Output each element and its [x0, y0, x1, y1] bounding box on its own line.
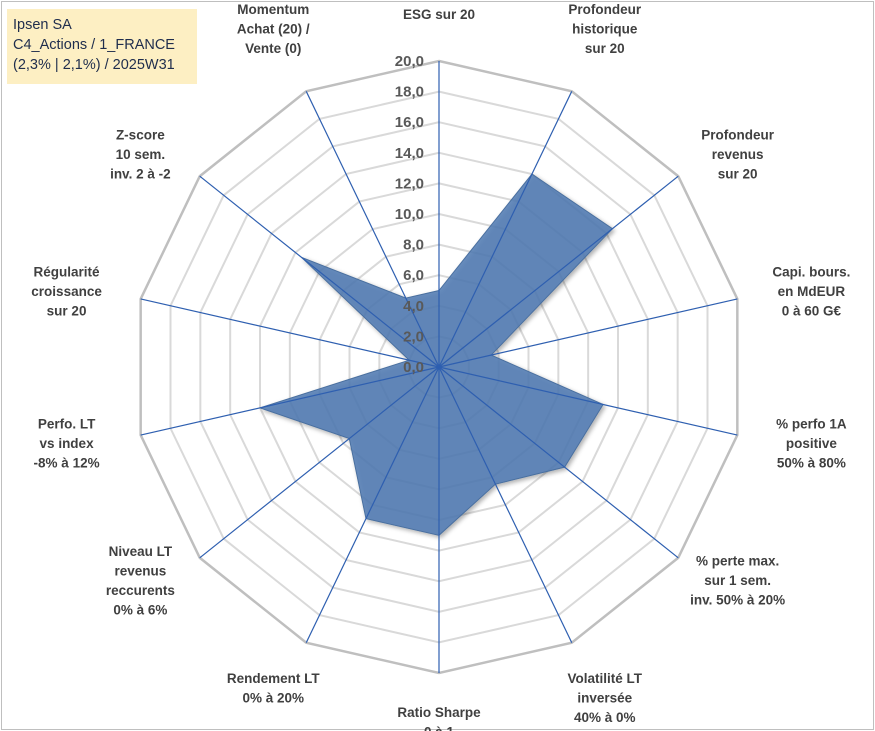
tick-label: 16,0 — [395, 114, 424, 131]
category-label: Capi. bours. en MdEUR 0 à 60 G€ — [772, 264, 850, 318]
category-label: NoteESG sur 20 — [403, 0, 475, 22]
category-label: Niveau LT revenus reccurents 0% à 6% — [106, 544, 175, 618]
tick-label: 14,0 — [395, 145, 424, 162]
spoke-line — [438, 175, 679, 368]
spoke-line — [140, 366, 440, 436]
data-area-layer — [258, 173, 614, 536]
category-label: Perfo. LT vs index -8% à 12% — [34, 417, 100, 471]
period-info: (2,3% | 2,1%) / 2025W31 — [13, 57, 175, 73]
category-label: Volatilité LT inversée 40% à 0% — [567, 671, 642, 725]
tick-label: 4,0 — [403, 298, 424, 315]
spoke-line — [305, 366, 440, 643]
radial-tick-labels: 0,0 2,0 4,0 6,0 8,0 10,0 12,0 14,0 16,0 18,0 20,0 — [395, 53, 424, 376]
spoke-line — [438, 366, 573, 643]
spoke-line — [438, 366, 738, 436]
tick-label: 8,0 — [403, 237, 424, 254]
tick-label: 0,0 — [403, 359, 424, 376]
category-label: Z-score 10 sem. inv. 2 à -2 — [110, 127, 171, 181]
radar-spokes — [140, 61, 738, 673]
tick-label: 10,0 — [395, 206, 424, 223]
data-area — [258, 173, 614, 536]
category-label: Momentum Achat (20) / Vente (0) — [237, 2, 310, 56]
tick-label: 6,0 — [403, 267, 424, 284]
spoke-line — [438, 91, 573, 368]
category-label: Rendement LT 0% à 20% — [227, 671, 321, 706]
chart-title-box: Ipsen SA C4_Actions / 1_FRANCE (2,3% | 2… — [7, 9, 197, 84]
category-label: Profondeur revenus sur 20 — [701, 127, 774, 181]
category-label: % perte max. sur 1 sem. inv. 50% à 20% — [690, 554, 785, 608]
tick-label: 18,0 — [395, 84, 424, 101]
spoke-line — [438, 366, 679, 559]
category-label: Ratio Sharpe0 à 1 — [397, 705, 481, 731]
company-name: Ipsen SA — [13, 17, 72, 33]
category-label: Régularité croissance sur 20 — [31, 264, 102, 318]
spoke-line — [305, 91, 440, 368]
spoke-line — [438, 298, 738, 368]
category-label: Profondeur historique sur 20 — [568, 2, 641, 56]
tick-label: 20,0 — [395, 53, 424, 70]
spoke-line — [199, 175, 440, 368]
tick-label: 12,0 — [395, 175, 424, 192]
tick-label: 2,0 — [403, 328, 424, 345]
category-label: % perfo 1A positive 50% à 80% — [776, 417, 847, 471]
portfolio-name: C4_Actions / 1_FRANCE — [13, 37, 175, 53]
spoke-line — [199, 366, 440, 559]
spoke-line — [140, 298, 440, 368]
